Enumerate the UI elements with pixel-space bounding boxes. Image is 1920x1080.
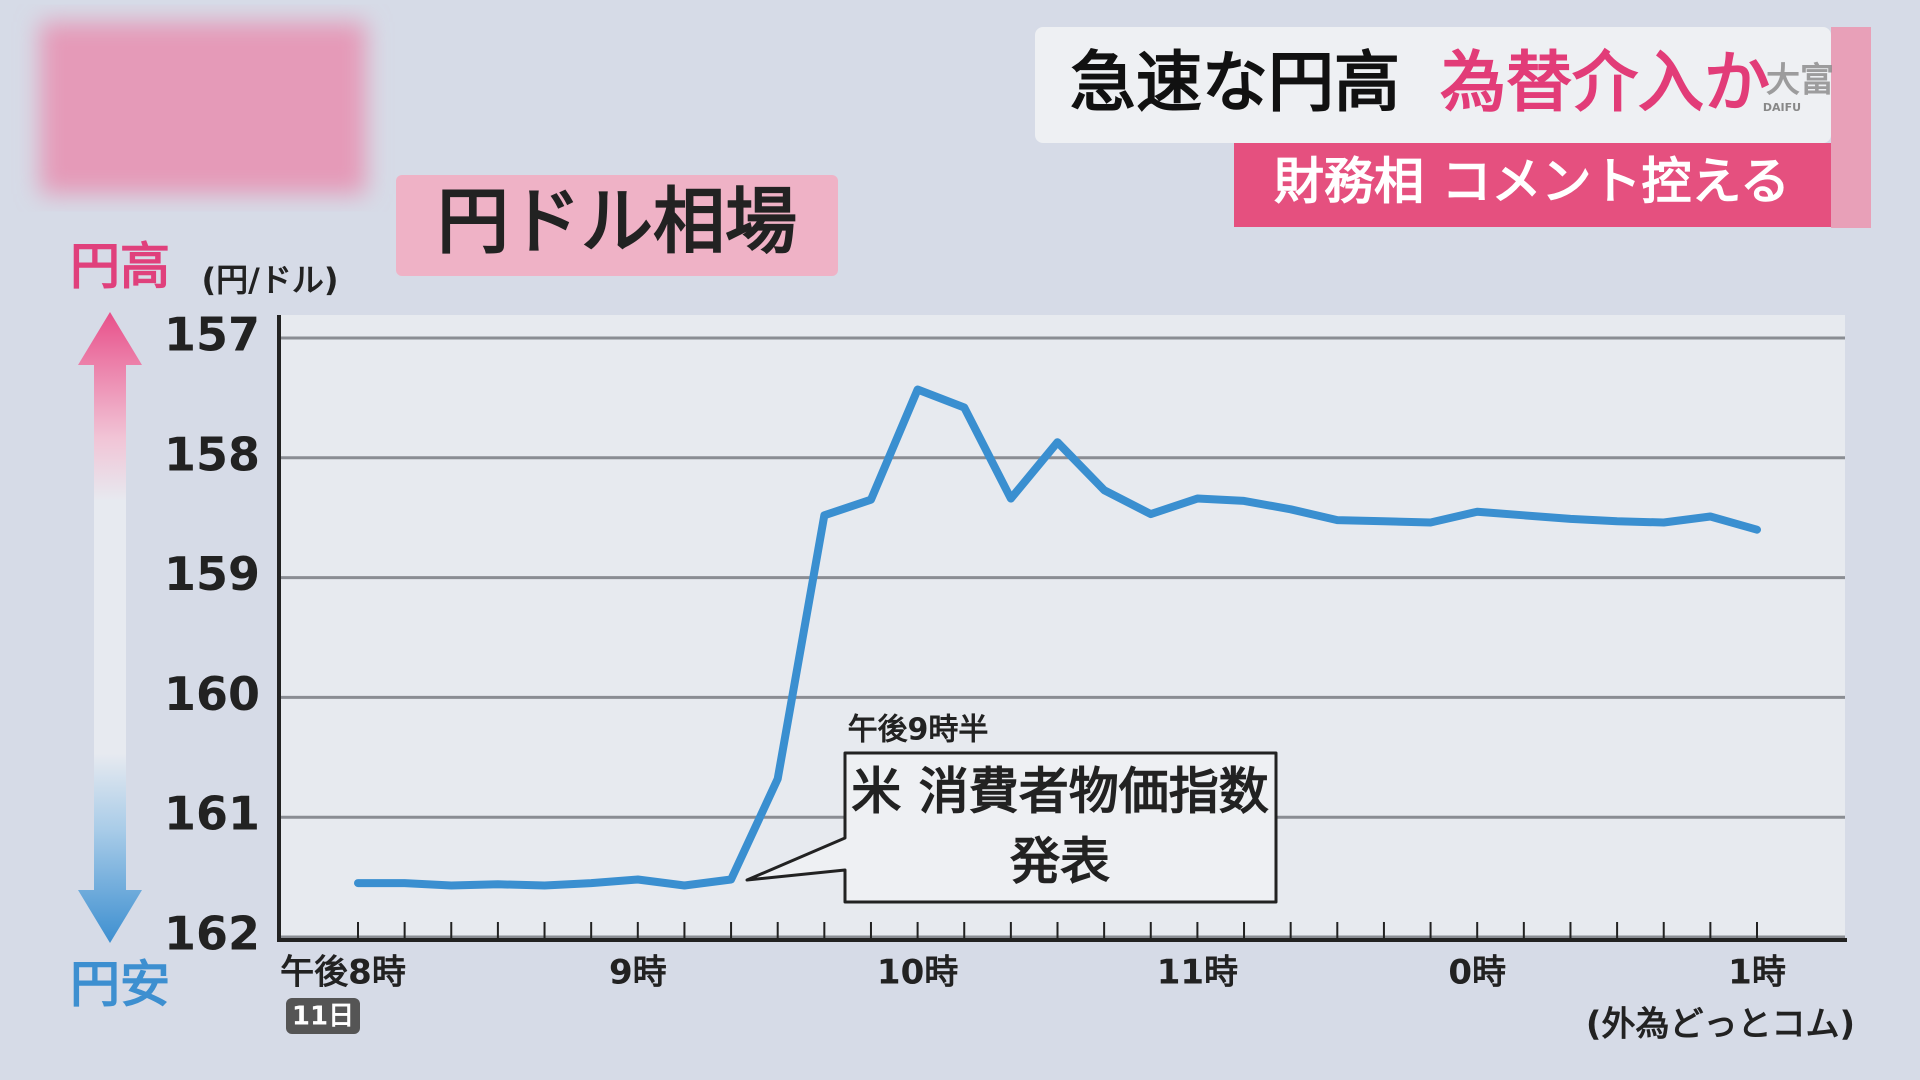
y-tick-label: 162 (164, 907, 260, 961)
series-line (354, 385, 1761, 890)
y-tick-label: 158 (164, 427, 260, 481)
x-tick-label: 11時 (1157, 953, 1238, 993)
chart-title: 円ドル相場 (437, 180, 797, 264)
direction-arrow (78, 312, 142, 943)
annotation-text: 米 消費者物価指数 (851, 763, 1268, 821)
y-tick-label: 159 (164, 547, 260, 601)
headline-strip (1831, 27, 1871, 228)
logo-sub: DAIFU (1763, 101, 1801, 114)
x-tick-label: 0時 (1448, 953, 1506, 993)
logo: 大富 (1766, 61, 1834, 101)
date-badge: 11日 (292, 1002, 354, 1032)
x-tick-label: 午後8時 (280, 953, 406, 993)
x-tick-label: 9時 (609, 953, 667, 993)
headline: 急速な円高 (1070, 44, 1400, 121)
subheadline-box (1234, 143, 1831, 227)
source: (外為どっとコム) (1586, 1005, 1855, 1045)
annotation-time: 午後9時半 (848, 713, 989, 748)
headline-emphasis: 為替介入か (1440, 44, 1770, 121)
blurred-logo (40, 22, 366, 194)
annotation-text: 発表 (1010, 833, 1110, 891)
subheadline: 財務相 コメント控える (1274, 153, 1790, 211)
x-tick-label: 10時 (877, 953, 958, 993)
y-tick-label: 157 (164, 308, 260, 362)
x-tick-label: 1時 (1728, 953, 1786, 993)
y-bottom-label: 円安 (70, 956, 170, 1014)
annotation-box (745, 751, 1278, 904)
chart-title-box (396, 175, 838, 276)
headline-box (1035, 27, 1831, 143)
y-unit: (円/ドル) (202, 261, 339, 299)
y-tick-label: 161 (164, 787, 260, 841)
y-top-label: 円高 (70, 238, 170, 296)
y-tick-label: 160 (164, 667, 260, 721)
date-badge-box (286, 998, 360, 1034)
